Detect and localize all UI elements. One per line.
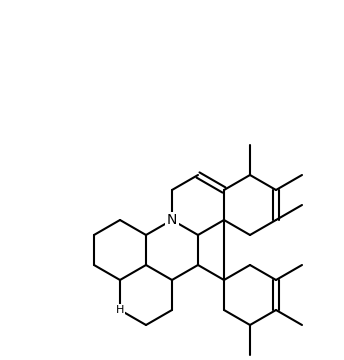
Text: H: H (116, 305, 124, 315)
Text: N: N (167, 213, 177, 227)
